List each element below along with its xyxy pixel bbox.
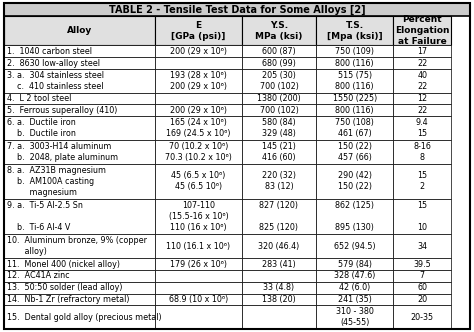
Text: 1.  1040 carbon steel: 1. 1040 carbon steel	[7, 47, 92, 56]
Bar	[155, 16, 242, 45]
Text: 220 (32)
83 (12): 220 (32) 83 (12)	[262, 171, 296, 191]
Bar	[316, 293, 393, 305]
Bar	[316, 140, 393, 164]
Text: Y.S.
MPa (ksi): Y.S. MPa (ksi)	[255, 21, 302, 41]
Text: 750 (109): 750 (109)	[335, 47, 374, 56]
Text: 328 (47.6): 328 (47.6)	[334, 271, 375, 280]
Text: 15
2: 15 2	[417, 171, 427, 191]
Bar	[393, 69, 451, 93]
Bar	[155, 45, 242, 57]
Text: 13.  50:50 solder (lead alloy): 13. 50:50 solder (lead alloy)	[7, 283, 122, 292]
Text: 320 (46.4): 320 (46.4)	[258, 242, 300, 251]
Text: 750 (108)
461 (67): 750 (108) 461 (67)	[335, 118, 374, 138]
Text: 205 (30)
700 (102): 205 (30) 700 (102)	[259, 71, 298, 91]
Text: 9.4
15: 9.4 15	[416, 118, 428, 138]
Bar	[155, 293, 242, 305]
Bar	[242, 305, 316, 329]
Bar	[242, 16, 316, 45]
Bar	[4, 57, 155, 69]
Text: 17: 17	[417, 47, 427, 56]
Bar	[316, 234, 393, 258]
Text: 110 (16.1 x 10⁶): 110 (16.1 x 10⁶)	[166, 242, 231, 251]
Bar	[316, 105, 393, 116]
Text: 652 (94.5): 652 (94.5)	[334, 242, 375, 251]
Bar	[242, 234, 316, 258]
Text: 34: 34	[417, 242, 427, 251]
Bar	[4, 140, 155, 164]
Text: 22: 22	[417, 59, 428, 68]
Text: 200 (29 x 10⁶): 200 (29 x 10⁶)	[170, 47, 227, 56]
Bar	[4, 164, 155, 199]
Bar	[393, 57, 451, 69]
Text: 68.9 (10 x 10⁶): 68.9 (10 x 10⁶)	[169, 295, 228, 304]
Text: 20: 20	[417, 295, 427, 304]
Text: 283 (41): 283 (41)	[262, 260, 296, 269]
Text: 290 (42)
150 (22): 290 (42) 150 (22)	[337, 171, 372, 191]
Text: 70 (10.2 x 10⁶)
70.3 (10.2 x 10⁶): 70 (10.2 x 10⁶) 70.3 (10.2 x 10⁶)	[165, 142, 232, 162]
Bar	[4, 258, 155, 270]
Text: 680 (99): 680 (99)	[262, 59, 296, 68]
Text: 8-16
8: 8-16 8	[413, 142, 431, 162]
Text: 15.  Dental gold alloy (precious metal): 15. Dental gold alloy (precious metal)	[7, 313, 162, 322]
Bar	[242, 270, 316, 282]
Bar	[316, 45, 393, 57]
Bar	[242, 45, 316, 57]
Text: 1550 (225): 1550 (225)	[333, 94, 377, 103]
Bar	[242, 282, 316, 293]
Bar	[4, 199, 155, 234]
Bar	[393, 293, 451, 305]
Bar	[316, 270, 393, 282]
Bar	[316, 57, 393, 69]
Bar	[155, 305, 242, 329]
Text: 14.  Nb-1 Zr (refractory metal): 14. Nb-1 Zr (refractory metal)	[7, 295, 129, 304]
Text: 165 (24 x 10⁶)
169 (24.5 x 10⁶): 165 (24 x 10⁶) 169 (24.5 x 10⁶)	[166, 118, 231, 138]
Text: 200 (29 x 10⁶): 200 (29 x 10⁶)	[170, 106, 227, 115]
Bar	[393, 16, 451, 45]
Bar	[316, 69, 393, 93]
Bar	[4, 293, 155, 305]
Text: 138 (20): 138 (20)	[262, 295, 296, 304]
Text: 600 (87): 600 (87)	[262, 47, 296, 56]
Text: Percent
Elongation
at Failure: Percent Elongation at Failure	[395, 15, 449, 46]
Bar	[155, 116, 242, 140]
Bar	[4, 3, 470, 16]
Text: 6. a.  Ductile iron
    b.  Ductile iron: 6. a. Ductile iron b. Ductile iron	[7, 118, 76, 138]
Bar	[4, 69, 155, 93]
Text: 5.  Ferrous superalloy (410): 5. Ferrous superalloy (410)	[7, 106, 118, 115]
Bar	[4, 234, 155, 258]
Text: 7: 7	[419, 271, 425, 280]
Bar	[155, 234, 242, 258]
Text: 7. a.  3003-H14 aluminum
    b.  2048, plate aluminum: 7. a. 3003-H14 aluminum b. 2048, plate a…	[7, 142, 118, 162]
Bar	[155, 140, 242, 164]
Text: 4.  L 2 tool steel: 4. L 2 tool steel	[7, 94, 72, 103]
Text: 42 (6.0): 42 (6.0)	[339, 283, 370, 292]
Bar	[155, 164, 242, 199]
Text: TABLE 2 - Tensile Test Data for Some Alloys [2]: TABLE 2 - Tensile Test Data for Some All…	[109, 4, 365, 15]
Bar	[155, 57, 242, 69]
Text: 39.5: 39.5	[413, 260, 431, 269]
Bar	[4, 282, 155, 293]
Text: Alloy: Alloy	[67, 26, 92, 35]
Bar	[155, 258, 242, 270]
Text: 862 (125)

895 (130): 862 (125) 895 (130)	[335, 201, 374, 232]
Text: 45 (6.5 x 10⁶)
45 (6.5 10⁶): 45 (6.5 x 10⁶) 45 (6.5 10⁶)	[172, 171, 226, 191]
Text: 107-110
(15.5-16 x 10⁶)
110 (16 x 10⁶): 107-110 (15.5-16 x 10⁶) 110 (16 x 10⁶)	[169, 201, 228, 232]
Text: 15

10: 15 10	[417, 201, 427, 232]
Bar	[4, 93, 155, 105]
Text: 193 (28 x 10⁶)
200 (29 x 10⁶): 193 (28 x 10⁶) 200 (29 x 10⁶)	[170, 71, 227, 91]
Bar	[393, 105, 451, 116]
Bar	[4, 45, 155, 57]
Text: 579 (84): 579 (84)	[337, 260, 372, 269]
Bar	[316, 116, 393, 140]
Bar	[393, 282, 451, 293]
Bar	[393, 270, 451, 282]
Bar	[316, 93, 393, 105]
Bar	[155, 69, 242, 93]
Text: 145 (21)
416 (60): 145 (21) 416 (60)	[262, 142, 296, 162]
Text: 60: 60	[417, 283, 427, 292]
Text: 827 (120)

825 (120): 827 (120) 825 (120)	[259, 201, 299, 232]
Text: 22: 22	[417, 106, 428, 115]
Bar	[242, 164, 316, 199]
Bar	[393, 140, 451, 164]
Text: 150 (22)
457 (66): 150 (22) 457 (66)	[337, 142, 372, 162]
